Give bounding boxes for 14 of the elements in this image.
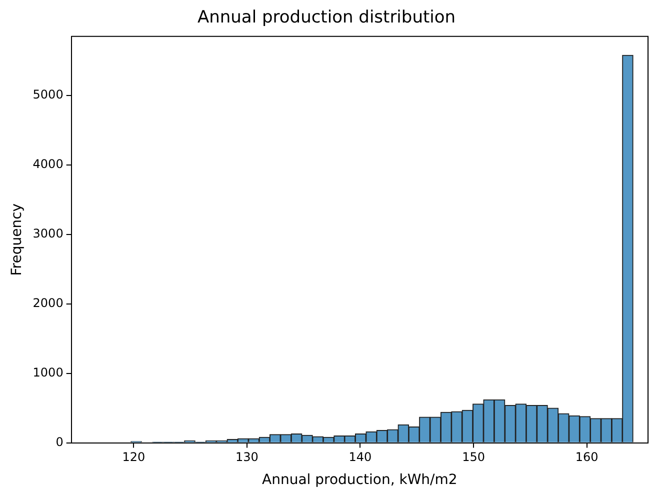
y-tick-label: 0 <box>56 434 64 449</box>
chart-title: Annual production distribution <box>197 8 456 28</box>
y-tick-label: 3000 <box>32 226 64 241</box>
x-tick-label: 130 <box>235 450 258 464</box>
y-tick-label: 4000 <box>32 157 64 172</box>
y-axis-title: Frequency <box>9 203 26 276</box>
y-tick-label: 2000 <box>32 296 64 310</box>
x-tick-label: 120 <box>122 450 146 464</box>
y-tick-label: 5000 <box>32 88 64 102</box>
x-axis-title: Annual production, kWh/m2 <box>262 472 458 488</box>
x-tick-label: 150 <box>462 450 485 464</box>
x-tick-label: 160 <box>575 450 598 464</box>
y-tick-label: 1000 <box>32 365 64 380</box>
x-tick-label: 140 <box>348 450 372 464</box>
